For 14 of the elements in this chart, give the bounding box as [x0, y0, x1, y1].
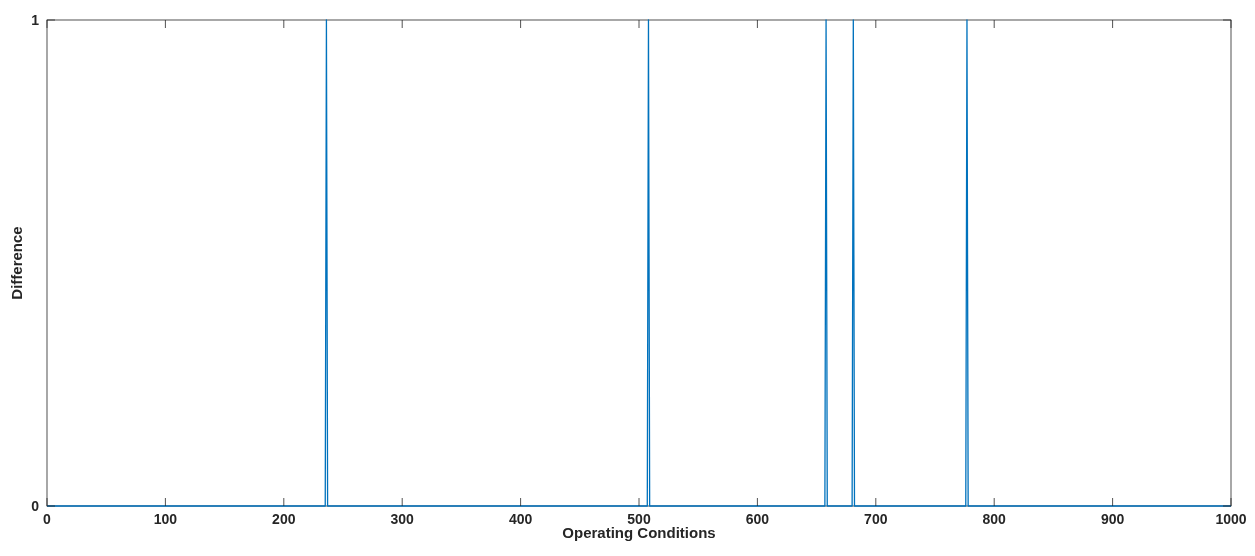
- x-tick-label: 800: [982, 511, 1007, 527]
- x-tick-label: 900: [1100, 511, 1125, 527]
- y-axis-title: Difference: [8, 226, 25, 300]
- x-tick-label: 600: [745, 511, 770, 527]
- x-tick-label: 300: [390, 511, 415, 527]
- x-tick-label: 400: [508, 511, 533, 527]
- x-axis-title: Operating Conditions: [562, 524, 716, 541]
- x-tick-label: 1000: [1215, 511, 1247, 527]
- x-tick-label: 200: [272, 511, 296, 527]
- x-tick-label: 0: [43, 511, 52, 527]
- y-tick-label: 1: [31, 11, 40, 28]
- x-tick-label: 700: [864, 511, 888, 527]
- x-tick-label: 500: [627, 511, 651, 527]
- x-tick-label: 100: [153, 511, 178, 527]
